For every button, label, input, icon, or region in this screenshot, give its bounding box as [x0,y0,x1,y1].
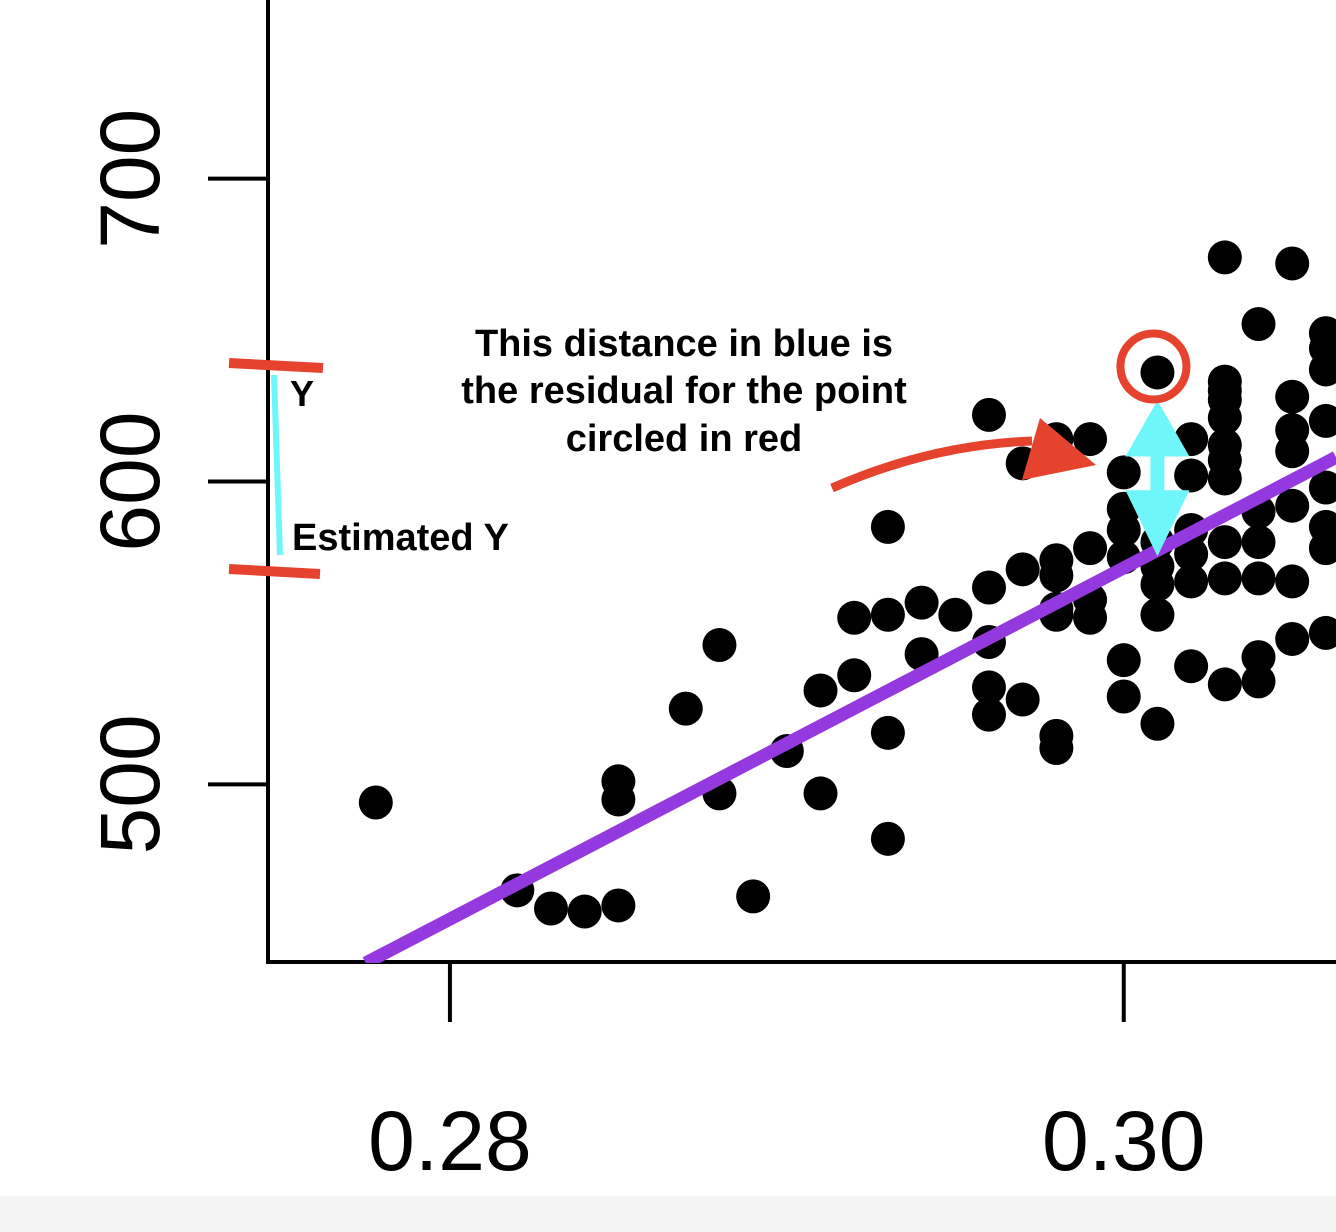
regression-line [362,451,1336,963]
data-point [837,658,872,693]
data-point [971,697,1006,732]
data-point [1308,615,1336,650]
data-point [1275,621,1310,656]
data-point [870,821,905,856]
data-point [1174,564,1209,599]
data-point [870,509,905,544]
data-point [1241,561,1276,596]
data-point [1308,470,1336,505]
data-point [1308,316,1336,351]
y-tick-label: 600 [83,411,177,551]
x-tick-label: 0.28 [368,1094,532,1188]
data-point [1140,355,1175,390]
data-point [1308,509,1336,544]
data-point [1140,706,1175,741]
data-point [1106,679,1141,714]
y-tick-label: 700 [83,109,177,249]
highlight-circle [1116,329,1191,404]
data-point [1039,718,1074,753]
data-point [1207,240,1242,275]
data-point [1039,543,1074,578]
data-point [567,894,602,929]
data-point [1275,413,1310,448]
data-point [1174,537,1209,572]
pointer-arrow-head [1022,418,1096,480]
data-point [1207,667,1242,702]
data-point [1005,552,1040,587]
data-point [1241,307,1276,342]
data-point [1308,403,1336,438]
data-point [1174,458,1209,493]
data-point [971,397,1006,432]
data-point [803,673,838,708]
data-point [601,888,636,923]
data-point [1106,643,1141,678]
data-point [1207,525,1242,560]
data-point [1073,531,1108,566]
data-point [1073,422,1108,457]
data-point [837,600,872,635]
data-point [702,628,737,663]
data-point [1241,640,1276,675]
data-point [534,891,569,926]
residual-note-line-2: the residual for the point [461,370,907,412]
y-tick-label: 500 [83,714,177,854]
estimated-y-annotation: Estimated Y [292,517,509,559]
data-point [1174,649,1209,684]
data-point [1275,564,1310,599]
data-point [1207,364,1242,399]
residual-arrow [1125,400,1190,557]
y-estimate-bracket [228,358,324,579]
data-point [870,715,905,750]
data-point [1275,379,1310,414]
data-point [1275,488,1310,523]
data-point [736,879,771,914]
x-tick-label: 0.30 [1042,1094,1206,1188]
data-point [971,570,1006,605]
bottom-margin [0,1196,1336,1232]
pointer-arrow [830,436,1033,493]
data-points [358,240,1336,929]
data-point [1275,246,1310,281]
data-point [870,597,905,632]
data-point [1241,525,1276,560]
y-annotation: Y [290,373,314,414]
residual-note-line-3: circled in red [566,418,803,460]
data-point [668,691,703,726]
data-point [1241,664,1276,699]
data-point [803,776,838,811]
data-point [938,597,973,632]
data-point [904,585,939,620]
residual-note-line-1: This distance in blue is [475,323,893,365]
data-point [1207,561,1242,596]
data-point [1106,455,1141,490]
data-point [358,785,393,820]
data-point [971,670,1006,705]
data-point [1005,682,1040,717]
data-point [1140,597,1175,632]
data-point [601,764,636,799]
data-point [1207,428,1242,463]
